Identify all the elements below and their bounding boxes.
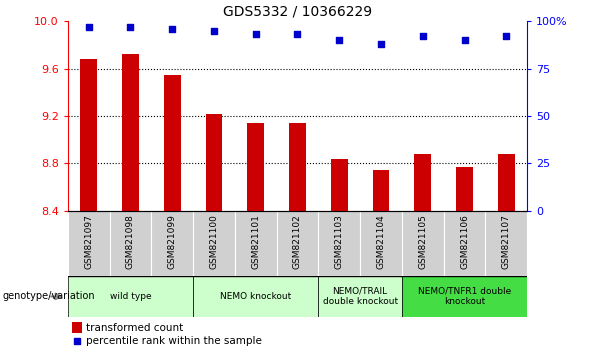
Text: GSM821100: GSM821100 <box>210 214 219 269</box>
Bar <box>122 55 139 211</box>
Point <box>72 338 82 344</box>
Text: GSM821104: GSM821104 <box>376 214 385 269</box>
Point <box>418 34 428 39</box>
Text: GSM821105: GSM821105 <box>418 214 427 269</box>
Text: genotype/variation: genotype/variation <box>3 291 95 302</box>
Bar <box>318 211 360 276</box>
Point <box>209 28 219 34</box>
Bar <box>247 123 264 211</box>
Point <box>335 37 344 43</box>
Point <box>293 32 302 37</box>
Bar <box>110 211 151 276</box>
Bar <box>151 211 193 276</box>
Bar <box>68 276 193 317</box>
Text: NEMO/TNFR1 double
knockout: NEMO/TNFR1 double knockout <box>418 287 511 306</box>
Title: GDS5332 / 10366229: GDS5332 / 10366229 <box>223 5 372 19</box>
Bar <box>485 211 527 276</box>
Bar <box>456 167 473 211</box>
Point <box>251 32 260 37</box>
Bar <box>193 276 318 317</box>
Point <box>376 41 386 47</box>
Bar <box>68 211 110 276</box>
Point <box>125 24 135 30</box>
Bar <box>277 211 318 276</box>
Text: NEMO/TRAIL
double knockout: NEMO/TRAIL double knockout <box>323 287 398 306</box>
Bar <box>289 123 306 211</box>
Bar <box>360 211 402 276</box>
Bar <box>373 170 389 211</box>
Point <box>84 24 93 30</box>
Bar <box>415 154 431 211</box>
Text: GSM821103: GSM821103 <box>335 214 344 269</box>
Text: percentile rank within the sample: percentile rank within the sample <box>86 336 262 346</box>
Text: GSM821097: GSM821097 <box>84 214 93 269</box>
Text: GSM821107: GSM821107 <box>502 214 511 269</box>
Bar <box>72 322 82 333</box>
Bar <box>402 211 444 276</box>
Point <box>460 37 469 43</box>
Text: GSM821098: GSM821098 <box>126 214 135 269</box>
Text: GSM821102: GSM821102 <box>293 214 302 269</box>
Point <box>167 26 177 32</box>
Bar <box>402 276 527 317</box>
Text: NEMO knockout: NEMO knockout <box>220 292 292 301</box>
Bar <box>193 211 235 276</box>
Bar <box>498 154 515 211</box>
Text: GSM821099: GSM821099 <box>168 214 177 269</box>
Text: wild type: wild type <box>110 292 151 301</box>
Point <box>502 34 511 39</box>
Text: GSM821101: GSM821101 <box>251 214 260 269</box>
Bar <box>206 114 222 211</box>
Bar <box>444 211 485 276</box>
Bar <box>164 74 180 211</box>
Text: GSM821106: GSM821106 <box>460 214 469 269</box>
Bar <box>235 211 277 276</box>
Bar <box>331 159 348 211</box>
Bar <box>80 59 97 211</box>
Text: transformed count: transformed count <box>86 323 183 333</box>
Bar <box>318 276 402 317</box>
